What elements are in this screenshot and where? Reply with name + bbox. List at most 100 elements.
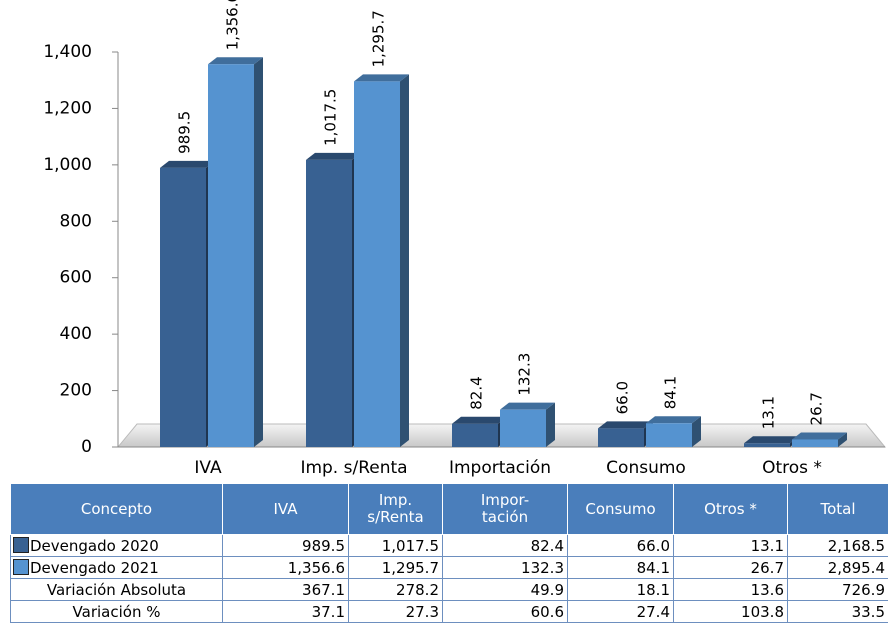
cell-text: 26.7: [750, 558, 784, 577]
table-row: Variación Absoluta 367.1 278.2 49.9 18.1 13.6…: [10, 578, 888, 601]
bar-side: [400, 74, 409, 448]
value-label: 66.0: [614, 381, 632, 414]
row-label: Devengado 2020: [10, 534, 223, 557]
value-label: 84.1: [662, 376, 680, 409]
table-cell: 26.7: [673, 556, 788, 579]
y-tick-label: 1,000: [43, 155, 92, 175]
value-label: 82.4: [468, 376, 486, 409]
table-row: Devengado 2021 1,356.6 1,295.7 132.3 84.1 26.…: [10, 556, 888, 579]
bar-top: [792, 432, 847, 440]
cell-text: 1,356.6: [287, 558, 345, 577]
cell-text: 33.5: [851, 602, 885, 621]
bar: [160, 167, 206, 447]
x-tick-label: Imp. s/Renta: [300, 458, 407, 478]
table-cell: 989.5: [222, 534, 349, 557]
value-label: 132.3: [516, 353, 534, 396]
cell-text: 49.9: [530, 580, 564, 599]
bar: [354, 81, 400, 448]
table-cell: 13.6: [673, 578, 788, 601]
bar: [646, 423, 692, 447]
row-label: Variación %: [10, 600, 223, 623]
cell-text: 1,295.7: [381, 558, 439, 577]
cell-text: 2,895.4: [827, 558, 885, 577]
cell-text: 13.1: [750, 536, 784, 555]
table-row: Devengado 2020 989.5 1,017.5 82.4 66.0 13.1 2,…: [10, 534, 888, 557]
table-cell: 103.8: [673, 600, 788, 623]
bar-side: [254, 57, 263, 448]
cell-text: 989.5: [302, 536, 345, 555]
cell-text: 18.1: [636, 580, 670, 599]
y-tick-label: 0: [81, 437, 92, 457]
bar-top: [452, 416, 507, 424]
header-cell: Total: [787, 483, 888, 535]
table-cell: 27.4: [567, 600, 674, 623]
table-cell: 2,895.4: [787, 556, 888, 579]
table-cell: 132.3: [442, 556, 568, 579]
data-table: Concepto IVA Imp. s/Renta Impor-tación Consu…: [10, 483, 888, 623]
table-cell: 726.9: [787, 578, 888, 601]
cell-text: Devengado 2021: [30, 558, 159, 577]
table-cell: 37.1: [222, 600, 349, 623]
value-label: 1,356.6: [224, 0, 242, 50]
bar-side: [692, 416, 701, 447]
row-label: Devengado 2021: [10, 556, 223, 579]
header-cell: IVA: [222, 483, 349, 535]
x-tick-label: Importación: [449, 458, 551, 478]
y-tick-label: 600: [60, 268, 92, 288]
bar: [744, 443, 790, 447]
header-cell: Imp. s/Renta: [348, 483, 443, 535]
table-cell: 1,295.7: [348, 556, 443, 579]
bar-side: [838, 432, 847, 447]
table-cell: 66.0: [567, 534, 674, 557]
cell-text: 103.8: [741, 602, 784, 621]
y-tick-label: 1,400: [43, 42, 92, 62]
cell-text: 367.1: [302, 580, 345, 599]
table-cell: 13.1: [673, 534, 788, 557]
legend-swatch: [13, 536, 29, 553]
bar-top: [306, 152, 361, 160]
header-cell: Otros *: [673, 483, 788, 535]
cell-text: 27.3: [405, 602, 439, 621]
cell-text: Variación %: [72, 602, 161, 621]
table-cell: 1,017.5: [348, 534, 443, 557]
bar-top: [208, 57, 263, 65]
cell-text: 2,168.5: [827, 536, 885, 555]
table-cell: 1,356.6: [222, 556, 349, 579]
bar: [306, 159, 352, 447]
header-cell: Consumo: [567, 483, 674, 535]
cell-text: 37.1: [311, 602, 345, 621]
value-label: 26.7: [808, 392, 826, 425]
table-cell: 49.9: [442, 578, 568, 601]
table-row: Variación % 37.1 27.3 60.6 27.4 103.8 33.5: [10, 600, 888, 623]
bar-top: [744, 436, 799, 444]
bar-top: [598, 421, 653, 429]
table-cell: 278.2: [348, 578, 443, 601]
cell-text: 84.1: [636, 558, 670, 577]
y-tick-label: 200: [60, 381, 92, 401]
bar-top: [646, 416, 701, 424]
cell-text: 27.4: [636, 602, 670, 621]
cell-text: Variación Absoluta: [46, 580, 187, 599]
bar: [598, 428, 644, 447]
cell-text: 132.3: [521, 558, 564, 577]
header-row: Concepto IVA Imp. s/Renta Impor-tación Consu…: [10, 483, 888, 535]
cell-text: 82.4: [530, 536, 564, 555]
table-cell: 33.5: [787, 600, 888, 623]
cell-text: 66.0: [636, 536, 670, 555]
bar-top: [354, 74, 409, 82]
y-tick-label: 400: [60, 324, 92, 344]
row-label: Variación Absoluta: [10, 578, 223, 601]
bar: [452, 423, 498, 447]
cell-text: 278.2: [396, 580, 439, 599]
x-tick-label: Otros *: [762, 458, 822, 478]
cell-text: 60.6: [530, 602, 564, 621]
legend-swatch: [13, 558, 29, 575]
cell-text: Devengado 2020: [30, 536, 159, 555]
y-tick-label: 800: [60, 211, 92, 231]
cell-text: 1,017.5: [381, 536, 439, 555]
value-label: 989.5: [176, 111, 194, 154]
table-cell: 60.6: [442, 600, 568, 623]
table-cell: 84.1: [567, 556, 674, 579]
bar-side: [546, 402, 555, 447]
